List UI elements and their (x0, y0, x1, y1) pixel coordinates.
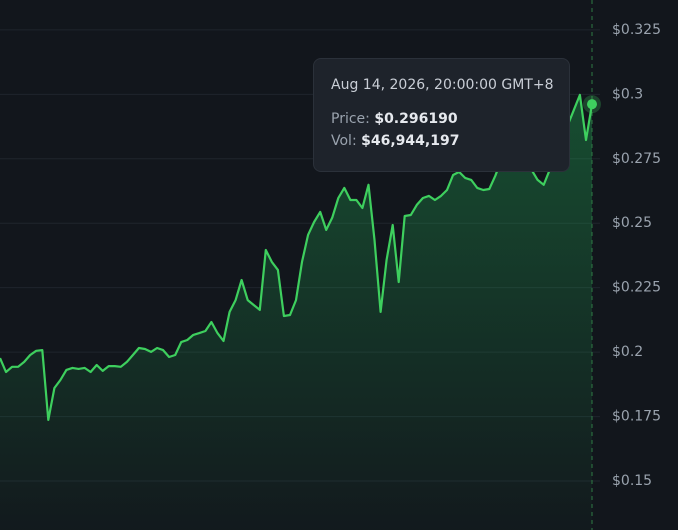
y-tick-label: $0.175 (612, 409, 661, 425)
price-value: $0.296190 (374, 111, 458, 127)
tooltip-vol-row: Vol: $46,944,197 (331, 133, 569, 149)
y-tick-label: $0.25 (612, 215, 652, 231)
tooltip: Aug 14, 2026, 20:00:00 GMT+8 Price: $0.2… (313, 58, 570, 172)
y-tick-label: $0.2 (612, 344, 643, 360)
price-line (0, 93, 594, 421)
y-tick-label: $0.3 (612, 86, 643, 102)
vol-value: $46,944,197 (361, 133, 460, 149)
area (0, 94, 592, 530)
tooltip-price-row: Price: $0.296190 (331, 111, 569, 127)
y-tick-label: $0.15 (612, 473, 652, 489)
vol-label: Vol: (331, 133, 357, 149)
y-tick-label: $0.225 (612, 280, 661, 296)
y-tick-label: $0.275 (612, 151, 661, 167)
tooltip-date: Aug 14, 2026, 20:00:00 GMT+8 (331, 77, 554, 93)
price-label: Price: (331, 111, 370, 127)
hover-point (587, 99, 597, 110)
y-tick-label: $0.325 (612, 22, 661, 38)
